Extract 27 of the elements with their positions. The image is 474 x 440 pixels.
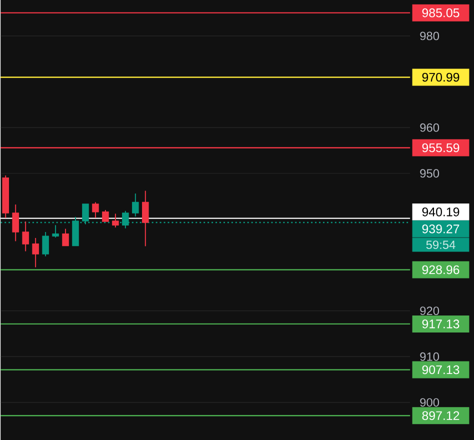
candlestick xyxy=(142,190,149,246)
candlestick xyxy=(62,228,69,246)
ref-line-label: 940.19 xyxy=(422,207,460,216)
candlestick xyxy=(42,231,49,257)
y-tick-label: 900 xyxy=(420,398,440,406)
candlestick xyxy=(12,204,19,242)
candlestick xyxy=(22,220,29,252)
ref-line-label: 985.05 xyxy=(422,8,460,18)
y-tick-label: 980 xyxy=(420,32,440,40)
ref-line-label: 917.13 xyxy=(422,319,460,328)
candlestick xyxy=(112,212,119,228)
ref-line-label: 907.13 xyxy=(422,365,460,374)
candlestick xyxy=(32,237,39,268)
candlestick xyxy=(102,209,109,222)
y-tick-label: 950 xyxy=(420,168,440,178)
text: 59:54 xyxy=(426,240,456,249)
y-tick-label: 960 xyxy=(420,123,440,132)
candlestick xyxy=(52,224,59,238)
candlestick xyxy=(132,192,139,217)
y-tick-label: 920 xyxy=(420,306,440,315)
candlestick xyxy=(92,202,99,218)
ref-line-label: 939.27 xyxy=(422,224,460,234)
ref-line-label: 897.12 xyxy=(422,410,460,420)
y-tick-label: 910 xyxy=(420,352,440,361)
ref-line-label: 955.59 xyxy=(422,143,460,152)
ref-line-label: 928.96 xyxy=(422,265,460,274)
ref-line-label: 970.99 xyxy=(422,72,460,82)
